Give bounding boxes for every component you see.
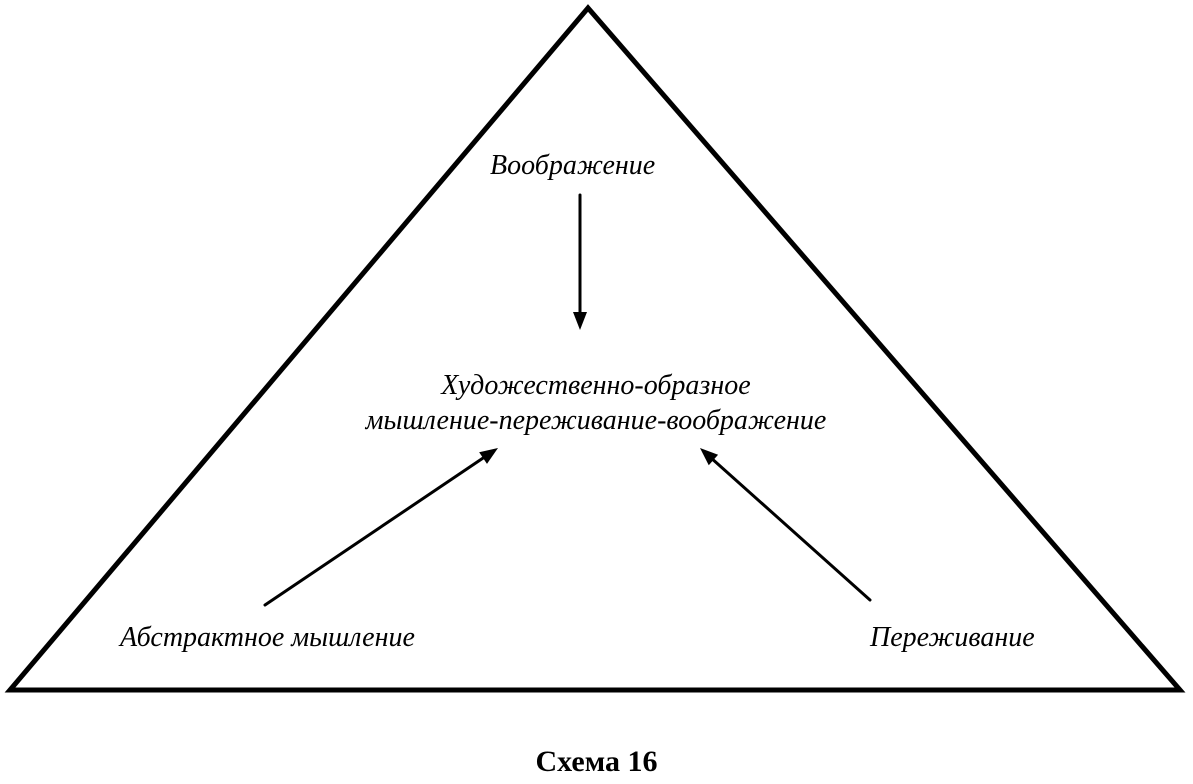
label-imagination: Воображение [490, 150, 655, 182]
label-center-line1: Художественно-образное [441, 370, 750, 401]
figure-caption: Схема 16 [0, 745, 1193, 779]
label-center-concept: Художественно-образное мышление-пережива… [276, 368, 916, 438]
label-center-line2: мышление-переживание-воображение [366, 405, 827, 436]
arrow-top-head [573, 312, 587, 330]
arrow-left-shaft [265, 454, 489, 605]
label-abstract-thinking: Абстрактное мышление [120, 622, 415, 654]
arrow-left-head [479, 448, 498, 464]
arrow-right-shaft [708, 455, 870, 600]
triangle-outline [10, 8, 1180, 690]
diagram-canvas: Воображение Художественно-образное мышле… [0, 0, 1193, 784]
label-experience: Переживание [870, 622, 1035, 654]
